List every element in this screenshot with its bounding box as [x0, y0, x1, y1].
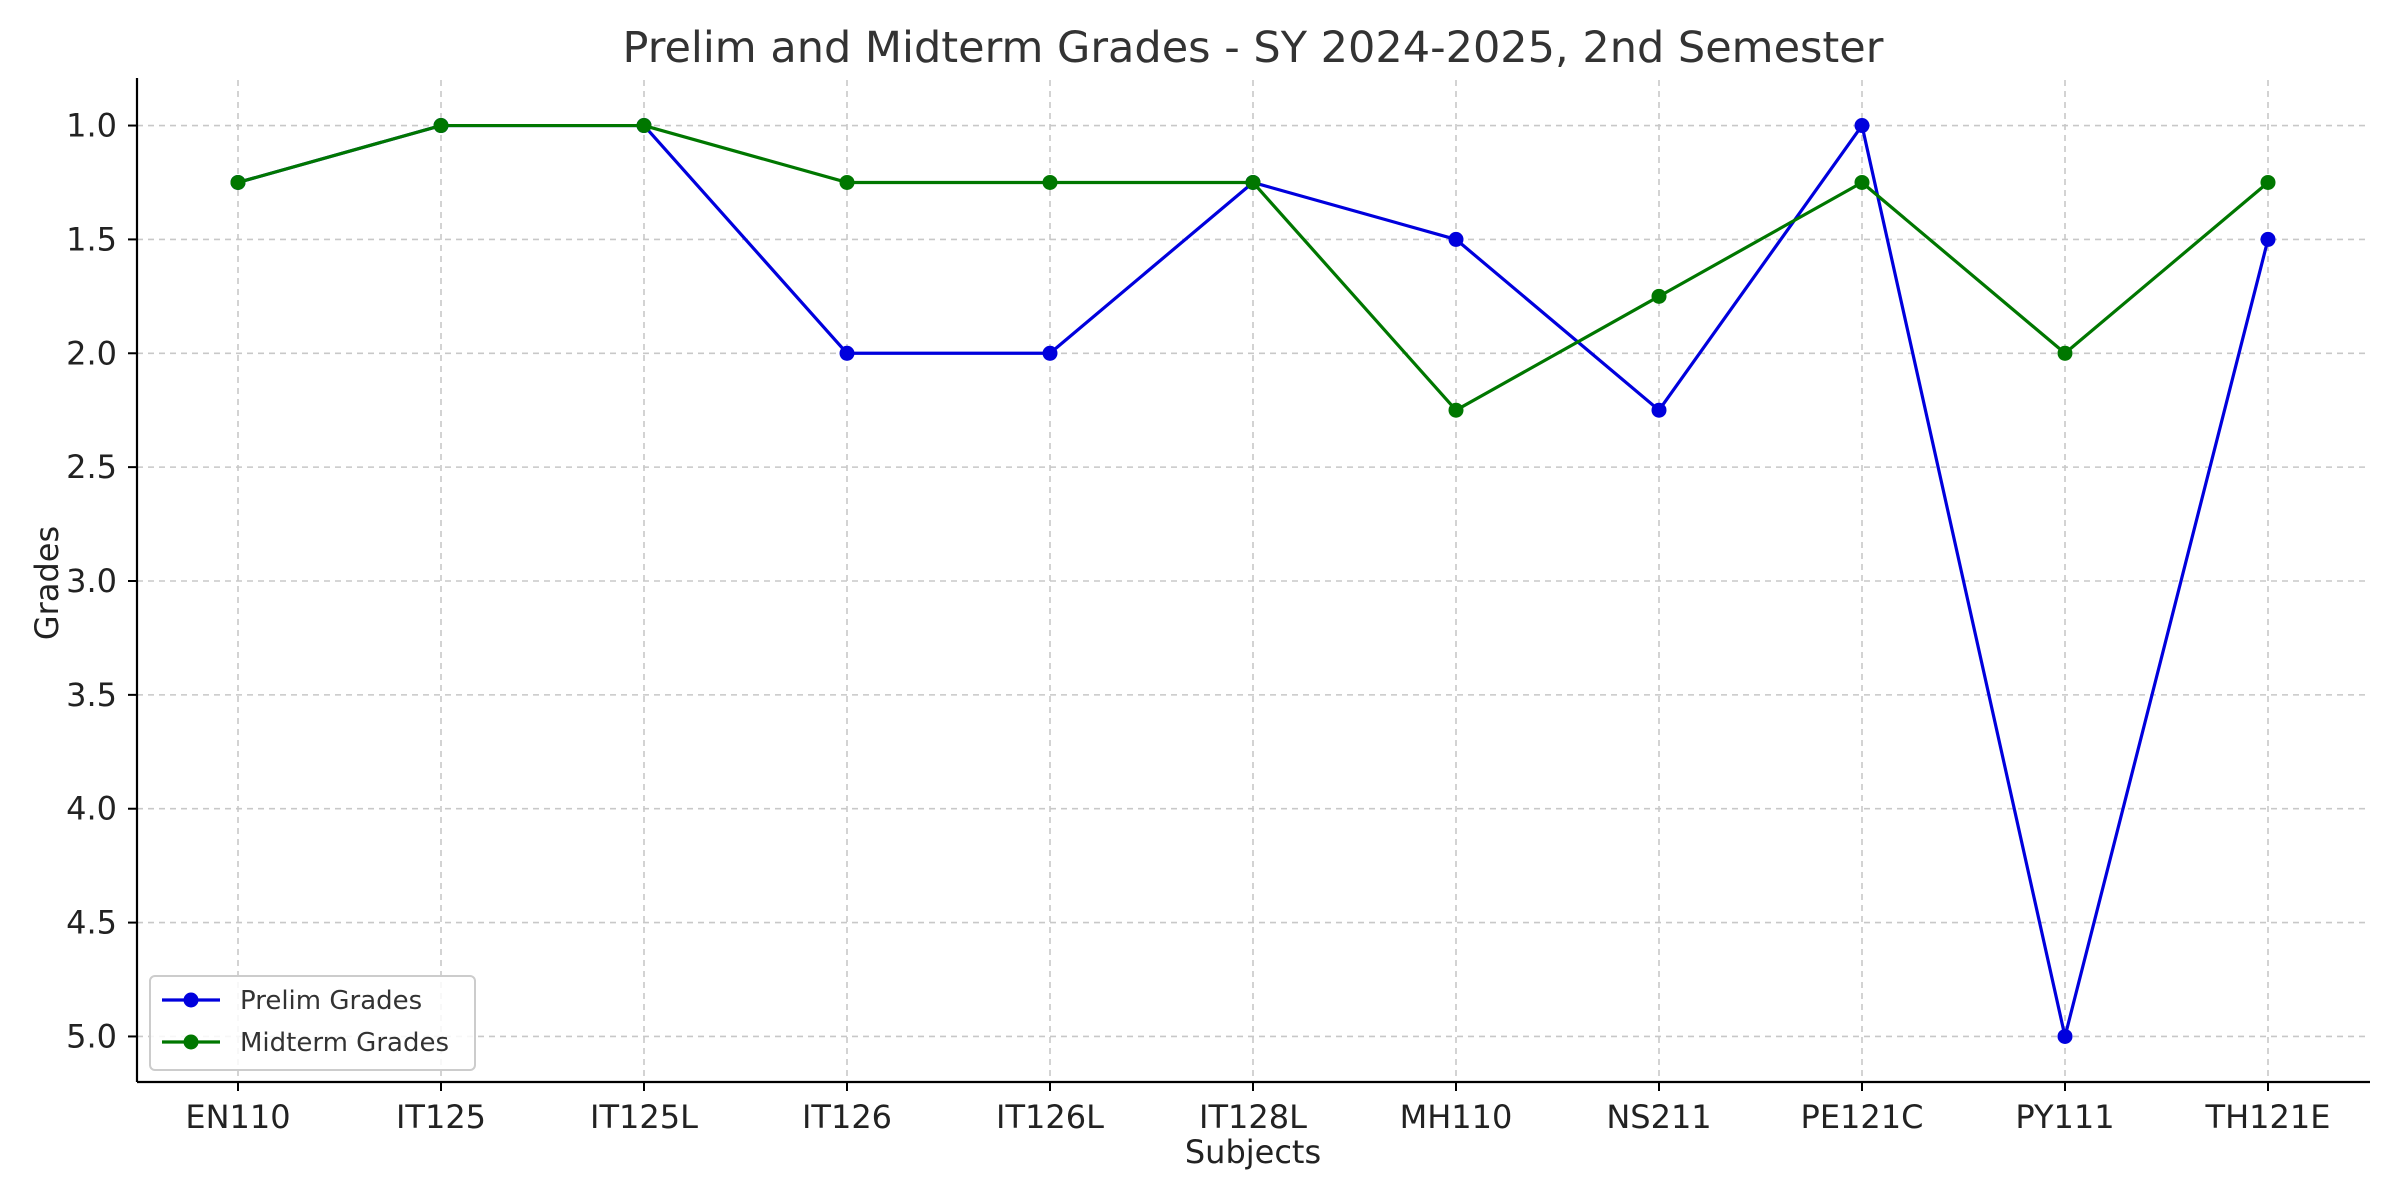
- data-point: [1245, 174, 1261, 190]
- x-tick-label: NS211: [1606, 1098, 1711, 1136]
- data-point: [230, 174, 246, 190]
- x-tick-label: MH110: [1400, 1098, 1513, 1136]
- y-tick-label: 5.0: [66, 1017, 117, 1055]
- data-point: [1854, 174, 1870, 190]
- data-point: [839, 345, 855, 361]
- legend: Prelim Grades Midterm Grades: [149, 975, 476, 1071]
- data-point: [2057, 1028, 2073, 1044]
- x-tick-label: TH121E: [2205, 1098, 2331, 1136]
- y-tick-label: 3.0: [66, 562, 117, 600]
- legend-label: Prelim Grades: [240, 986, 422, 1016]
- x-axis-label: Subjects: [1185, 1133, 1321, 1171]
- chart-title: Prelim and Midterm Grades - SY 2024-2025…: [623, 23, 1884, 73]
- y-tick-label: 4.5: [66, 904, 117, 942]
- y-tick-label: 4.0: [66, 790, 117, 828]
- data-point: [839, 174, 855, 190]
- legend-marker: [183, 1034, 199, 1050]
- data-point: [2260, 231, 2276, 247]
- data-point: [1448, 231, 1464, 247]
- x-tick-label: IT125L: [590, 1098, 698, 1136]
- data-point: [1651, 402, 1667, 418]
- x-tick-label: PE121C: [1801, 1098, 1924, 1136]
- data-point: [1042, 174, 1058, 190]
- series-midterm-grades: [230, 118, 2276, 418]
- data-point: [636, 118, 652, 134]
- data-point: [2057, 345, 2073, 361]
- data-point: [433, 118, 449, 134]
- data-point: [1651, 288, 1667, 304]
- x-tick-label: IT125: [396, 1098, 486, 1136]
- tick-labels: EN110 IT125 IT125L IT126 IT126L IT128L MH110 NS…: [66, 107, 2330, 1136]
- data-point: [1448, 402, 1464, 418]
- y-tick-label: 2.0: [66, 334, 117, 372]
- y-tick-label: 1.5: [66, 220, 117, 258]
- data-point: [1854, 118, 1870, 134]
- legend-marker: [183, 992, 199, 1008]
- x-tick-label: IT126L: [996, 1098, 1104, 1136]
- legend-label: Midterm Grades: [240, 1028, 449, 1058]
- y-tick-label: 3.5: [66, 676, 117, 714]
- data-series: [230, 118, 2276, 1044]
- data-point: [1042, 345, 1058, 361]
- y-tick-label: 2.5: [66, 448, 117, 486]
- y-tick-label: 1.0: [66, 107, 117, 145]
- x-tick-label: EN110: [185, 1098, 290, 1136]
- x-tick-label: IT126: [802, 1098, 892, 1136]
- gridlines: [137, 80, 2370, 1082]
- y-axis-label: Grades: [28, 526, 66, 640]
- legend-box: [149, 975, 476, 1071]
- x-tick-label: PY111: [2015, 1098, 2114, 1136]
- x-tick-label: IT128L: [1199, 1098, 1307, 1136]
- data-point: [2260, 174, 2276, 190]
